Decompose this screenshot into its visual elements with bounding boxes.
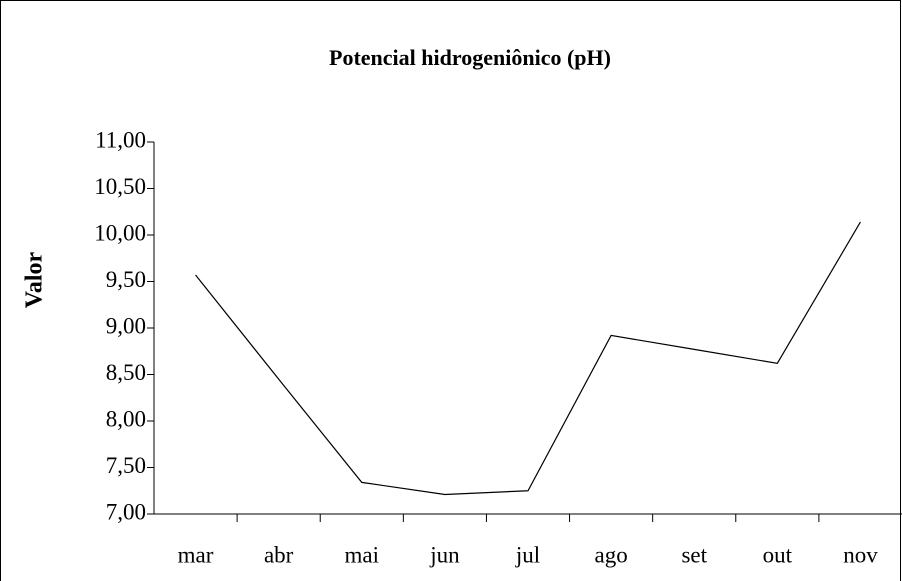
y-tick-label: 11,00 [95,127,146,152]
y-axis-label: Valor [22,251,48,308]
y-tick-label: 7,00 [106,499,146,524]
x-tick-label: abr [264,542,294,567]
y-tick-label: 8,50 [106,360,146,385]
x-tick-label: jun [429,542,460,567]
y-tick-label: 9,00 [106,313,146,338]
x-tick-label: jul [515,542,540,567]
data-line [195,221,861,496]
y-tick-label: 10,00 [94,220,146,245]
y-tick-label: 8,00 [106,406,146,431]
x-tick-label: mai [345,542,380,567]
y-tick-label: 9,50 [106,267,146,292]
x-tick-label: set [681,542,707,567]
y-tick-label: 10,50 [94,174,146,199]
chart-title: Potencial hidrogeniônico (pH) [329,45,611,70]
x-tick-label: ago [595,542,628,567]
y-tick-label: 7,50 [106,453,146,478]
x-tick-label: mar [178,542,214,567]
x-tick-label: nov [843,542,878,567]
x-tick-label: out [763,542,793,567]
